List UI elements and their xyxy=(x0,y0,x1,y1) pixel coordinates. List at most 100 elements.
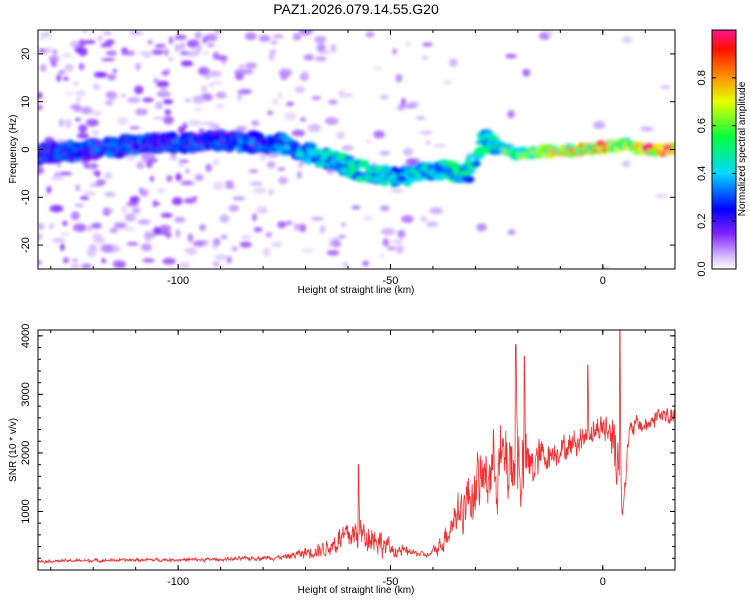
x-tick-label: 0 xyxy=(600,275,606,287)
spectrogram-speckle xyxy=(100,243,114,253)
spectrogram-speckle xyxy=(232,196,246,201)
spectrogram-ridge-cell xyxy=(665,150,675,155)
spectrogram-speckle xyxy=(328,99,338,105)
spectrogram-speckle xyxy=(91,130,99,135)
spectrogram-speckle xyxy=(171,197,183,206)
spectrogram-speckle xyxy=(178,126,185,134)
spectrogram-speckle xyxy=(426,221,438,228)
spectrogram-speckle xyxy=(92,83,101,91)
spectrogram-speckle xyxy=(101,208,115,213)
spectrogram-speckle xyxy=(109,228,119,233)
spectrogram-speckle xyxy=(162,257,176,265)
spectrogram-speckle xyxy=(60,243,65,251)
spectrogram-speckle xyxy=(70,40,80,48)
spectrogram-speckle xyxy=(80,106,93,115)
spectrogram-speckle xyxy=(58,118,64,128)
spectrogram-speckle xyxy=(201,85,207,93)
spectrogram-speckle xyxy=(207,70,222,78)
spectrogram-speckle xyxy=(244,32,257,41)
spectrogram-speckle xyxy=(83,40,96,44)
spectrogram-speckle xyxy=(248,169,259,173)
spectrogram-speckle xyxy=(188,119,202,127)
spectrogram-speckle xyxy=(194,173,204,182)
spectrogram-speckle xyxy=(365,31,375,38)
spectrogram-speckle xyxy=(621,35,633,44)
spectrogram-speckle xyxy=(245,62,258,69)
spectrogram-speckle xyxy=(101,258,107,264)
spectrogram-speckle xyxy=(342,262,348,268)
spectrogram-speckle xyxy=(153,78,159,84)
spectrogram-speckle xyxy=(104,191,116,197)
spectrogram-speckle xyxy=(50,175,65,181)
spectrogram-speckle xyxy=(286,220,293,226)
spectrogram-speckle xyxy=(122,50,136,56)
spectrogram-image xyxy=(38,30,675,269)
snr-panel: -100 -50 0 1000 2000 3000 4000 Height of stra… xyxy=(8,324,676,596)
spectrogram-speckle xyxy=(114,262,126,269)
spectrogram-speckle xyxy=(234,73,244,81)
spectrogram-speckle xyxy=(255,206,266,215)
spectrogram-speckle xyxy=(272,34,284,39)
chart-title: PAZ1.2026.079.14.55.G20 xyxy=(273,1,439,17)
colorbar-tick-label: 0.6 xyxy=(696,118,708,133)
spectrogram-speckle xyxy=(175,228,181,238)
spectrogram-speckle xyxy=(228,204,239,212)
spectrogram-speckle xyxy=(405,41,411,47)
spectrogram-speckle xyxy=(75,184,81,192)
spectrogram-speckle xyxy=(326,250,340,256)
spectrogram-speckle xyxy=(392,47,397,55)
snr-series-line xyxy=(38,330,675,565)
spectrogram-speckle xyxy=(49,223,55,230)
spectrogram-speckle xyxy=(56,74,61,82)
x-tick-label: 0 xyxy=(600,576,606,588)
spectrogram-speckle xyxy=(192,240,205,247)
spectrogram-speckle xyxy=(267,110,274,116)
spectrogram-speckle xyxy=(174,43,180,53)
spectrogram-speckle xyxy=(104,100,114,106)
spectrogram-speckle xyxy=(134,108,148,116)
spectrogram-speckle xyxy=(240,234,252,240)
spectrogram-y-axis-label: Frequency (Hz) xyxy=(8,115,19,184)
spectrogram-speckle xyxy=(62,76,69,81)
spectrogram-speckle xyxy=(208,82,214,89)
spectrogram-x-ticks: -100 -50 0 xyxy=(50,30,646,287)
spectrogram-speckle xyxy=(129,30,144,36)
spectrogram-speckle xyxy=(659,85,671,89)
colorbar-label: Normalized spectral amplitude xyxy=(737,81,748,216)
spectrogram-ridge-cell xyxy=(307,142,317,151)
spectrogram-speckle xyxy=(197,66,210,76)
spectrogram-speckle xyxy=(180,60,194,67)
spectrogram-speckle xyxy=(341,222,346,228)
spectrogram-speckle xyxy=(174,216,186,223)
spectrogram-speckle xyxy=(76,133,90,139)
spectrogram-speckle xyxy=(124,213,136,222)
spectrogram-speckle xyxy=(164,48,169,56)
spectrogram-speckle xyxy=(425,140,431,145)
spectrogram-speckle xyxy=(83,164,91,169)
spectrogram-speckle xyxy=(165,231,172,239)
snr-x-axis-label: Height of straight line (km) xyxy=(298,585,415,596)
y-tick-label: 0 xyxy=(20,146,32,152)
spectrogram-speckle xyxy=(237,93,242,101)
spectrogram-speckle xyxy=(449,58,458,68)
spectrogram-speckle xyxy=(123,226,135,232)
spectrogram-ridge-cell xyxy=(226,143,237,149)
spectrogram-speckle xyxy=(283,112,298,121)
spectrogram-speckle xyxy=(127,96,141,104)
spectrogram-speckle xyxy=(152,116,166,120)
spectrogram-speckle xyxy=(195,107,202,112)
spectrogram-speckle xyxy=(139,50,153,56)
spectrogram-ridge-cell xyxy=(49,141,60,148)
spectrogram-speckle xyxy=(507,229,516,236)
spectrogram-speckle xyxy=(64,119,72,128)
spectrogram-speckle xyxy=(185,98,191,103)
spectrogram-speckle xyxy=(192,95,205,104)
spectrogram-speckle xyxy=(137,219,151,225)
snr-y-axis-label: SNR (10 * v/v) xyxy=(8,418,19,482)
spectrogram-speckle xyxy=(69,264,81,268)
spectrogram-speckle xyxy=(207,43,215,48)
spectrogram-speckle xyxy=(136,161,144,170)
spectrogram-speckle xyxy=(259,152,267,161)
spectrogram-speckle xyxy=(39,64,47,72)
spectrogram-speckle xyxy=(294,223,300,232)
